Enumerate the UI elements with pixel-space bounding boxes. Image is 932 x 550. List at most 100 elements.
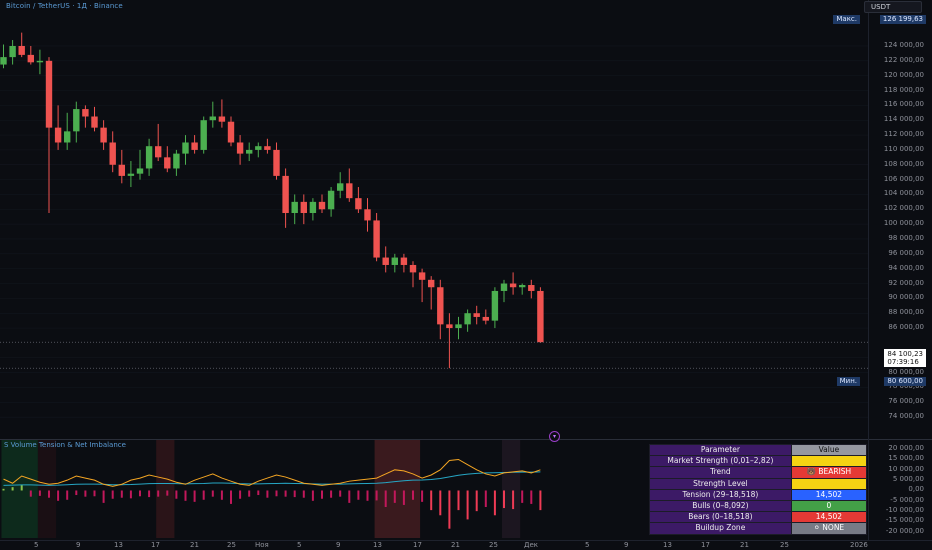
time-tick-label: 13 bbox=[373, 541, 382, 549]
price-tick-label: 112 000,00 bbox=[883, 130, 924, 139]
price-tick-label: 106 000,00 bbox=[883, 174, 924, 183]
candles[interactable] bbox=[0, 32, 544, 369]
time-tick-label: Дек bbox=[524, 541, 539, 549]
candle-body bbox=[118, 164, 125, 176]
currency-selector[interactable]: USDT bbox=[864, 1, 922, 13]
price-tick-label: 94 000,00 bbox=[888, 263, 924, 272]
price-tick-label: 110 000,00 bbox=[883, 144, 924, 153]
table-param: Bulls (0–8,092) bbox=[649, 500, 792, 513]
symbol-title[interactable]: Bitcoin / TetherUS · 1Д · Binance bbox=[6, 2, 123, 10]
candle-body bbox=[446, 324, 453, 329]
indicator-tick-label: 5 000,00 bbox=[892, 475, 924, 484]
candle-body bbox=[400, 257, 408, 265]
candle-body bbox=[373, 220, 380, 258]
candle-body bbox=[64, 131, 71, 143]
candle-body bbox=[528, 285, 535, 291]
time-tick-label: 21 bbox=[451, 541, 460, 549]
candle-body bbox=[191, 142, 198, 150]
table-param: Tension (29–18,518) bbox=[649, 488, 792, 502]
zone-shade bbox=[37, 440, 57, 538]
candle-body bbox=[218, 116, 226, 122]
time-tick-label: 21 bbox=[740, 541, 749, 549]
candle-body bbox=[418, 272, 426, 280]
candle-body bbox=[509, 283, 517, 288]
candle-body bbox=[227, 121, 235, 143]
table-value: 2,82 bbox=[790, 455, 868, 468]
candle-body bbox=[109, 142, 116, 165]
candle-body bbox=[346, 183, 353, 199]
candle-body bbox=[45, 60, 53, 128]
candle-body bbox=[27, 54, 34, 63]
candle-body bbox=[327, 190, 335, 210]
candle-body bbox=[36, 60, 44, 63]
candle-body bbox=[282, 175, 289, 214]
indicator-tick-label: 0,00 bbox=[908, 485, 924, 494]
time-tick-label: 5 bbox=[34, 541, 39, 549]
table-value: EXTREME bbox=[790, 477, 868, 490]
time-tick-label: 9 bbox=[624, 541, 629, 549]
candle-body bbox=[200, 120, 207, 150]
table-value: 14,502 bbox=[790, 511, 868, 524]
zone-shade bbox=[502, 440, 521, 538]
table-header-param: Parameter bbox=[649, 443, 792, 457]
table-header-value: Value bbox=[790, 443, 868, 457]
price-tick-label: 76 000,00 bbox=[888, 397, 924, 406]
candle-body bbox=[455, 324, 462, 329]
price-tick-label: 122 000,00 bbox=[883, 55, 924, 64]
candle-body bbox=[409, 264, 417, 273]
candle-body bbox=[519, 285, 526, 288]
price-tick-label: 98 000,00 bbox=[888, 233, 924, 242]
max-value: 126 199,63 bbox=[882, 15, 923, 23]
price-tick-label: 118 000,00 bbox=[883, 85, 924, 94]
candle-body bbox=[173, 153, 180, 169]
indicator-tick-label: -10 000,00 bbox=[885, 506, 924, 515]
price-tick-label: 78 000,00 bbox=[888, 382, 924, 391]
candle-body bbox=[337, 183, 344, 191]
table-param: Market Strength (0,01–2,82) bbox=[649, 455, 792, 468]
table-param: Buildup Zone bbox=[649, 522, 792, 535]
table-row: Bears (0–18,518) 14,502 bbox=[649, 511, 868, 524]
table-row: Trend 🐻 BEARISH bbox=[649, 466, 868, 479]
candle-body bbox=[182, 142, 189, 154]
time-tick-label: Ноя bbox=[255, 541, 269, 549]
candle-body bbox=[246, 149, 253, 154]
time-tick-label: 25 bbox=[489, 541, 498, 549]
time-tick-label: 17 bbox=[151, 541, 160, 549]
candle-body bbox=[491, 290, 499, 321]
candle-body bbox=[100, 127, 107, 143]
candle-body bbox=[300, 201, 307, 214]
collapse-pane-button[interactable]: ▾ bbox=[549, 431, 560, 442]
min-label: Мин. bbox=[836, 377, 860, 386]
time-tick-label: 17 bbox=[701, 541, 710, 549]
table-row: Market Strength (0,01–2,82) 2,82 bbox=[649, 455, 868, 468]
price-tick-label: 108 000,00 bbox=[883, 159, 924, 168]
candle-body bbox=[264, 146, 271, 150]
zone-shade bbox=[1, 440, 38, 538]
candle-body bbox=[391, 257, 398, 265]
table-value: 14,502 bbox=[790, 488, 868, 502]
candle-body bbox=[318, 201, 326, 210]
indicator-title[interactable]: S Volume Tension & Net Imbalance bbox=[4, 441, 126, 449]
time-tick-label: 9 bbox=[336, 541, 341, 549]
candle-body bbox=[291, 201, 298, 214]
zone-shade bbox=[156, 440, 175, 538]
min-price-tag: Мин. 80 600,00 bbox=[836, 377, 926, 386]
average-line bbox=[3, 471, 541, 486]
candle-body bbox=[309, 201, 317, 214]
time-tick-label: 13 bbox=[663, 541, 672, 549]
price-tick-label: 80 000,00 bbox=[888, 367, 924, 376]
price-tick-label: 74 000,00 bbox=[888, 412, 924, 421]
table-value: ⚪ NONE bbox=[790, 522, 868, 535]
indicator-tick-label: -5 000,00 bbox=[890, 495, 924, 504]
table-value: 0 bbox=[790, 500, 868, 513]
indicator-tick-label: -20 000,00 bbox=[885, 526, 924, 535]
tension-line bbox=[3, 458, 541, 487]
indicator-plot[interactable] bbox=[2, 458, 542, 529]
last-price-value: 84 100,23 bbox=[887, 350, 923, 358]
candle-body bbox=[155, 146, 162, 158]
chevron-down-icon: ▾ bbox=[552, 433, 556, 440]
table-header-row: Parameter Value bbox=[649, 443, 868, 457]
price-tick-label: 114 000,00 bbox=[883, 115, 924, 124]
price-tick-label: 88 000,00 bbox=[888, 308, 924, 317]
